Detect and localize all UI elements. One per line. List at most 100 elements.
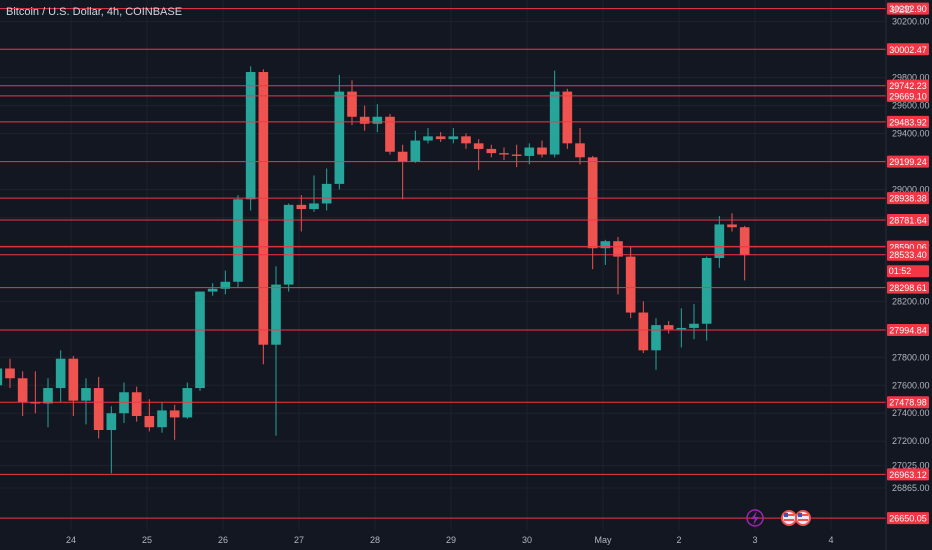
candle: [309, 175, 319, 212]
candle-body: [81, 388, 91, 401]
candle-body: [575, 143, 585, 158]
level-price: 28298.61: [889, 283, 927, 293]
level-price: 28781.64: [889, 216, 927, 226]
x-tick-label: 27: [294, 535, 304, 545]
candle: [334, 74, 345, 190]
candle-body: [309, 203, 319, 210]
level-price: 29199.24: [889, 157, 927, 167]
candle-body: [5, 368, 15, 379]
x-tick-label: 28: [370, 535, 380, 545]
time-axis[interactable]: 24 25 26 27 28 29 30 May 2 3 4: [66, 535, 834, 545]
candle-body: [321, 183, 332, 204]
us-flag-icon[interactable]: [795, 510, 811, 526]
candle: [157, 402, 167, 433]
lightning-icon[interactable]: [746, 509, 764, 527]
candle: [486, 144, 497, 158]
us-flag-icon[interactable]: [781, 510, 797, 526]
candle: [613, 237, 623, 295]
candle: [68, 355, 79, 417]
candle-body: [195, 291, 205, 389]
candle: [676, 308, 687, 348]
candle-body: [347, 91, 357, 117]
candle-body: [30, 402, 41, 404]
candle: [5, 358, 15, 389]
x-tick-label: 3: [752, 535, 757, 545]
candle: [562, 88, 573, 149]
y-tick-label: 29600.00: [892, 101, 930, 111]
level-badge: 26650.05: [887, 512, 929, 525]
candle-body: [385, 116, 395, 152]
candle-body: [106, 413, 117, 431]
candle-body: [283, 204, 294, 285]
candle-body: [727, 224, 737, 228]
x-tick-label: 25: [142, 535, 152, 545]
y-tick-label: 28200.00: [892, 296, 930, 306]
candle: [511, 144, 522, 168]
y-tick-label: 29400.00: [892, 129, 930, 139]
level-badge: 30002.47: [887, 43, 929, 56]
level-badge: 29199.24: [887, 155, 929, 168]
y-tick-label: 30200.00: [892, 17, 930, 27]
candle-body: [714, 224, 725, 259]
candle-body: [131, 392, 142, 417]
candle-body: [17, 378, 28, 403]
candle: [359, 105, 370, 131]
candle-body: [296, 204, 307, 210]
candle-body: [448, 136, 459, 140]
level-badge: 27478.98: [887, 396, 929, 409]
y-tick-label: 26865.00: [892, 483, 930, 493]
level-price: 26650.05: [889, 514, 927, 524]
candle: [410, 130, 421, 163]
candle: [727, 213, 737, 232]
level-badge: 29669.10: [887, 89, 929, 102]
candle: [448, 127, 459, 144]
candle: [461, 133, 471, 149]
candle: [600, 239, 611, 265]
candle-body: [245, 72, 256, 200]
candle-body: [663, 325, 674, 330]
candle: [17, 371, 28, 417]
candle-body: [676, 327, 687, 330]
currency-label: USD: [891, 5, 913, 16]
candle-body: [207, 288, 218, 292]
candle: [587, 155, 598, 270]
candle-body: [600, 241, 611, 249]
candle-body: [0, 368, 3, 386]
candle: [271, 266, 281, 436]
x-tick-label: 24: [66, 535, 76, 545]
level-badge: 30292.90: [887, 2, 929, 15]
candle: [296, 195, 307, 232]
candle: [321, 168, 332, 211]
y-tick-label: 27800.00: [892, 352, 930, 362]
candle-body: [334, 91, 345, 184]
candle-body: [651, 325, 661, 351]
y-tick-label: 29800.00: [892, 73, 930, 83]
level-price: 28938.38: [889, 194, 927, 204]
x-tick-label: 29: [446, 535, 456, 545]
candle-body: [701, 258, 712, 324]
level-price: 27994.84: [889, 326, 927, 336]
candle-body: [625, 256, 636, 313]
candle-body: [549, 91, 560, 155]
candle: [739, 225, 750, 281]
candle: [549, 70, 560, 158]
candle: [220, 270, 231, 295]
candle: [0, 368, 3, 386]
candle: [233, 195, 243, 288]
level-price: 29483.92: [889, 117, 927, 127]
candle: [119, 382, 129, 424]
candle: [131, 386, 142, 422]
candle-body: [359, 116, 370, 124]
candle: [651, 318, 661, 370]
candle-body: [271, 284, 281, 345]
countdown-badge: 01:52: [887, 265, 929, 278]
candle-body: [157, 410, 167, 428]
candle: [169, 404, 180, 440]
candle-body: [43, 388, 53, 404]
candle: [701, 256, 712, 341]
candle: [435, 132, 446, 142]
candle: [347, 80, 357, 126]
x-tick-label: 2: [676, 535, 681, 545]
candle-body: [169, 410, 180, 418]
